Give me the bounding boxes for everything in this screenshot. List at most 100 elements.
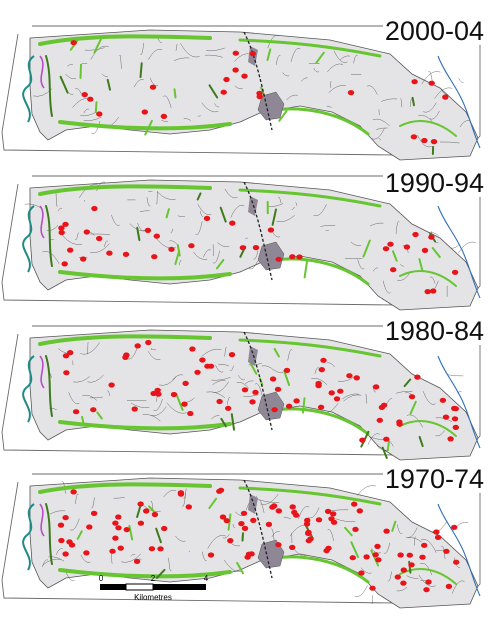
- habitat-strip: [411, 96, 415, 107]
- field-boundary: [169, 240, 178, 245]
- site-marker: [400, 567, 407, 573]
- habitat-strip: [38, 482, 212, 494]
- site-marker: [204, 363, 211, 369]
- field-boundary: [376, 127, 388, 130]
- field-boundary: [130, 402, 150, 408]
- habitat-strip: [230, 413, 235, 431]
- site-marker: [241, 387, 249, 393]
- site-marker: [451, 269, 459, 275]
- field-boundary: [372, 267, 379, 272]
- field-boundary: [193, 251, 208, 260]
- habitat-strip: [418, 258, 424, 272]
- site-marker: [153, 233, 160, 239]
- site-marker: [359, 437, 366, 443]
- field-boundary: [65, 73, 77, 80]
- field-boundary: [453, 557, 461, 568]
- field-boundary: [68, 392, 80, 405]
- field-boundary: [418, 114, 434, 124]
- field-boundary: [440, 88, 449, 95]
- field-boundary: [365, 393, 368, 404]
- habitat-strip: [236, 561, 244, 575]
- site-marker: [72, 409, 80, 415]
- field-boundary: [206, 47, 225, 52]
- site-marker: [115, 525, 122, 531]
- field-boundary: [422, 391, 436, 405]
- field-boundary: [276, 215, 295, 223]
- site-marker: [275, 508, 282, 514]
- period-label: 1980-84: [382, 316, 486, 346]
- habitat-strips: [38, 334, 457, 459]
- field-boundary: [139, 210, 150, 212]
- field-boundary: [387, 398, 393, 403]
- field-boundary: [372, 118, 390, 127]
- field-boundary: [83, 108, 90, 114]
- site-marker: [346, 373, 353, 379]
- site-marker: [70, 489, 77, 495]
- site-marker: [112, 520, 119, 526]
- site-marker: [315, 383, 322, 389]
- site-marker: [57, 522, 65, 528]
- site-marker: [267, 227, 275, 233]
- field-boundary: [226, 397, 231, 405]
- field-boundary: [111, 552, 113, 564]
- river: [437, 205, 481, 299]
- site-marker: [96, 111, 103, 117]
- site-marker: [303, 521, 311, 527]
- field-boundary: [396, 524, 403, 535]
- site-marker: [378, 404, 386, 410]
- field-boundary: [229, 365, 234, 372]
- habitat-strip: [238, 338, 382, 358]
- field-boundary: [177, 215, 186, 218]
- site-marker: [115, 514, 122, 520]
- field-boundary: [157, 38, 163, 43]
- field-boundary: [357, 259, 365, 270]
- site-marker: [239, 245, 247, 251]
- field-boundary: [204, 54, 223, 58]
- site-marker: [428, 80, 435, 86]
- field-boundary: [395, 391, 413, 394]
- habitat-strip: [216, 259, 225, 270]
- site-marker: [151, 254, 158, 260]
- field-boundary: [298, 506, 310, 519]
- habitat-strip: [271, 208, 277, 226]
- field-boundary: [156, 191, 176, 200]
- field-boundary: [207, 535, 226, 549]
- coastline: [22, 503, 35, 571]
- field-boundary: [81, 62, 88, 65]
- map-panels: [1, 25, 481, 609]
- map-panel: [1, 325, 481, 461]
- field-boundary: [73, 376, 90, 383]
- field-boundary: [230, 542, 241, 547]
- field-boundary: [369, 222, 384, 227]
- field-boundary: [326, 362, 335, 368]
- field-boundary: [201, 102, 219, 113]
- habitat-strip: [93, 37, 103, 54]
- site-marker: [325, 545, 332, 551]
- site-marker: [148, 546, 156, 552]
- field-boundary: [197, 204, 212, 215]
- site-marker: [199, 357, 206, 363]
- site-marker: [203, 215, 211, 221]
- habitat-strip: [302, 397, 306, 414]
- site-marker: [223, 76, 230, 83]
- site-marker: [228, 352, 236, 358]
- field-boundary: [421, 71, 441, 85]
- site-marker: [442, 414, 450, 420]
- site-marker: [421, 137, 428, 144]
- field-boundary: [55, 192, 58, 207]
- site-marker: [223, 518, 230, 524]
- site-marker: [423, 587, 430, 593]
- site-marker: [170, 391, 178, 398]
- habitat-strip: [76, 530, 83, 540]
- site-marker: [421, 542, 428, 548]
- habitat-strip: [45, 205, 53, 267]
- field-boundary: [80, 112, 96, 117]
- field-boundary: [195, 221, 203, 235]
- field-boundary: [406, 575, 419, 579]
- field-boundary: [371, 595, 373, 605]
- site-marker: [352, 526, 359, 532]
- site-marker: [434, 534, 442, 540]
- map-panel: [1, 175, 481, 311]
- field-boundary: [87, 342, 89, 355]
- field-boundary: [50, 373, 52, 379]
